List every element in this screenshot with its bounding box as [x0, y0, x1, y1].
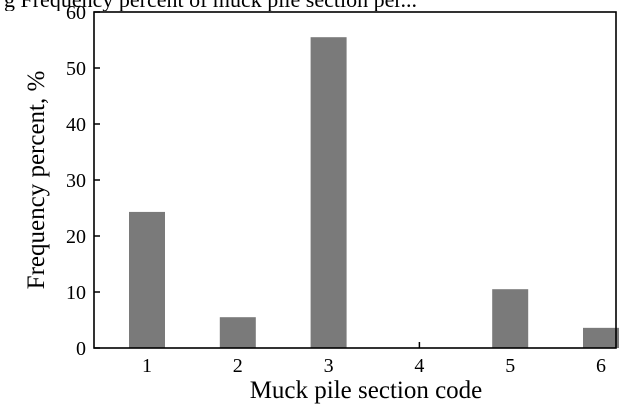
bar-6 [583, 327, 619, 348]
bar-1 [129, 211, 165, 348]
y-tick-label: 10 [66, 282, 86, 304]
y-tick-label: 20 [66, 226, 86, 248]
y-tick-label: 50 [66, 58, 86, 80]
x-tick-label: 4 [414, 355, 424, 377]
y-tick-label: 0 [76, 338, 86, 360]
cropped-title-fragment: g Frequency percent of muck pile section… [0, 0, 631, 11]
bars [129, 37, 619, 348]
x-axis-label: Muck pile section code [250, 377, 483, 404]
y-tick-label: 60 [66, 2, 86, 24]
y-tick-label: 40 [66, 114, 86, 136]
x-tick-label: 1 [142, 355, 152, 377]
y-axis-label: Frequency percent, % [23, 71, 50, 290]
y-axis-ticks: 0 10 20 30 40 50 60 [66, 2, 100, 360]
x-tick-label: 6 [596, 355, 606, 377]
title-fragment-text: g Frequency percent of muck pile section… [4, 0, 417, 11]
bar-3 [310, 37, 347, 348]
bar-2 [219, 317, 256, 348]
x-tick-label: 3 [324, 355, 334, 377]
y-tick-label: 30 [66, 170, 86, 192]
plot-frame [93, 11, 617, 349]
x-tick-label: 5 [505, 355, 515, 377]
x-tick-label: 2 [233, 355, 243, 377]
bar-5 [492, 289, 529, 348]
